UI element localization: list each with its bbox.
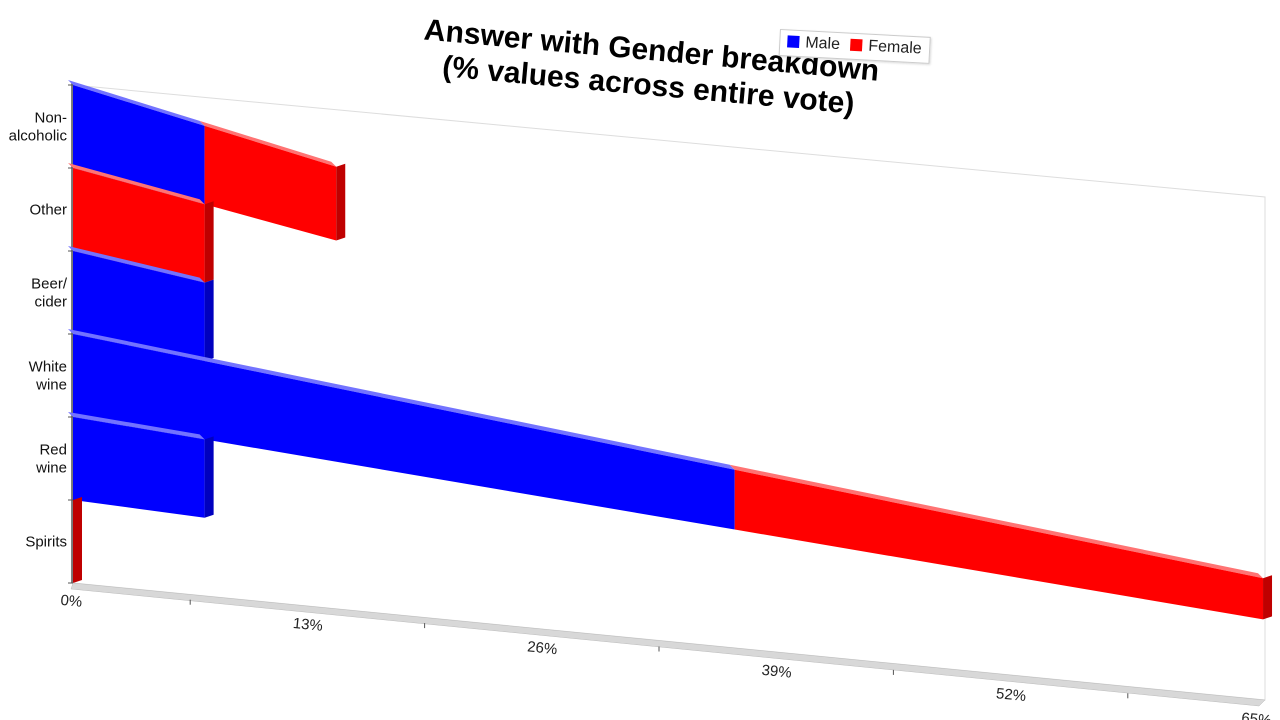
category-label-other-line-0: Other [29,202,67,219]
bar-spirits-stub [73,497,82,583]
category-label-beer-cider-line-0: Beer/ [31,276,68,293]
bar-beer-cider-male-top [68,246,205,283]
legend-swatch-male [787,35,800,49]
bar-white-wine-female-side [1263,575,1273,620]
bar-white-wine-female [729,464,1273,620]
x-tick-label-4: 52% [995,685,1027,705]
bar-non-alcoholic-male-top [68,80,205,126]
x-tick-label-3: 39% [761,662,793,682]
legend-label-male: Male [804,34,841,54]
bar-beer-cider-male-side [204,279,214,362]
legend-item-male: Male [787,33,841,54]
x-tick-label-2: 26% [526,638,558,658]
category-label-non-alcoholic-line-1: alcoholic [9,128,68,145]
bar-other-female-side [204,201,214,283]
legend-label-female: Female [867,37,923,58]
category-label-beer-cider-line-1: cider [34,294,67,311]
x-tick-label-5: 65% [1241,710,1273,720]
bar-non-alcoholic-female-side [336,163,346,241]
bar-red-wine-male-side [204,436,214,518]
bar-beer-cider-male [68,246,214,362]
x-axis-ticks: 0% 13% 26% 39% 52% 65% [60,592,1273,720]
bar-other-female [68,163,214,283]
bar-spirits-zero [73,497,82,583]
category-label-spirits-line-0: Spirits [25,534,67,551]
bar-other-female-top [68,163,205,205]
x-tick-label-1: 13% [292,615,324,635]
bar-non-alcoholic-female-front [204,125,337,241]
bar-white-wine-male-front [73,334,735,530]
category-label-other: Other [29,202,67,219]
x-tick-label-0: 0% [60,592,83,611]
bar-non-alcoholic-female-top [199,120,337,167]
bar-beer-cider-male-front [73,251,205,362]
legend-item-female: Female [850,37,922,59]
x-axis-floor-band [70,582,1266,707]
bar-white-wine-female-front [734,469,1264,620]
category-label-white-wine-line-0: White [29,359,67,376]
legend-swatch-female [850,38,863,52]
x-axis-floor [70,582,1266,707]
category-label-red-wine-line-0: Red [39,442,67,459]
bar-non-alcoholic-female [199,120,346,241]
bars-group [68,80,1273,620]
category-label-non-alcoholic: Non-alcoholic [9,110,68,145]
bar-other-female-front [73,168,205,283]
y-axis-categories: Non-alcoholicOtherBeer/ciderWhitewineRed… [9,84,73,584]
category-label-spirits: Spirits [25,534,67,551]
bar-white-wine-female-top [729,464,1264,579]
category-label-non-alcoholic-line-0: Non- [34,110,67,127]
category-label-red-wine-line-1: wine [35,460,67,477]
bar-white-wine-male-top [68,329,735,470]
category-label-beer-cider: Beer/cider [31,276,68,311]
bar-red-wine-male [68,412,214,518]
bar-red-wine-male-front [73,417,205,518]
bar-white-wine-male [68,329,735,530]
bar-red-wine-male-top [68,412,205,440]
category-label-white-wine-line-1: wine [35,377,67,394]
